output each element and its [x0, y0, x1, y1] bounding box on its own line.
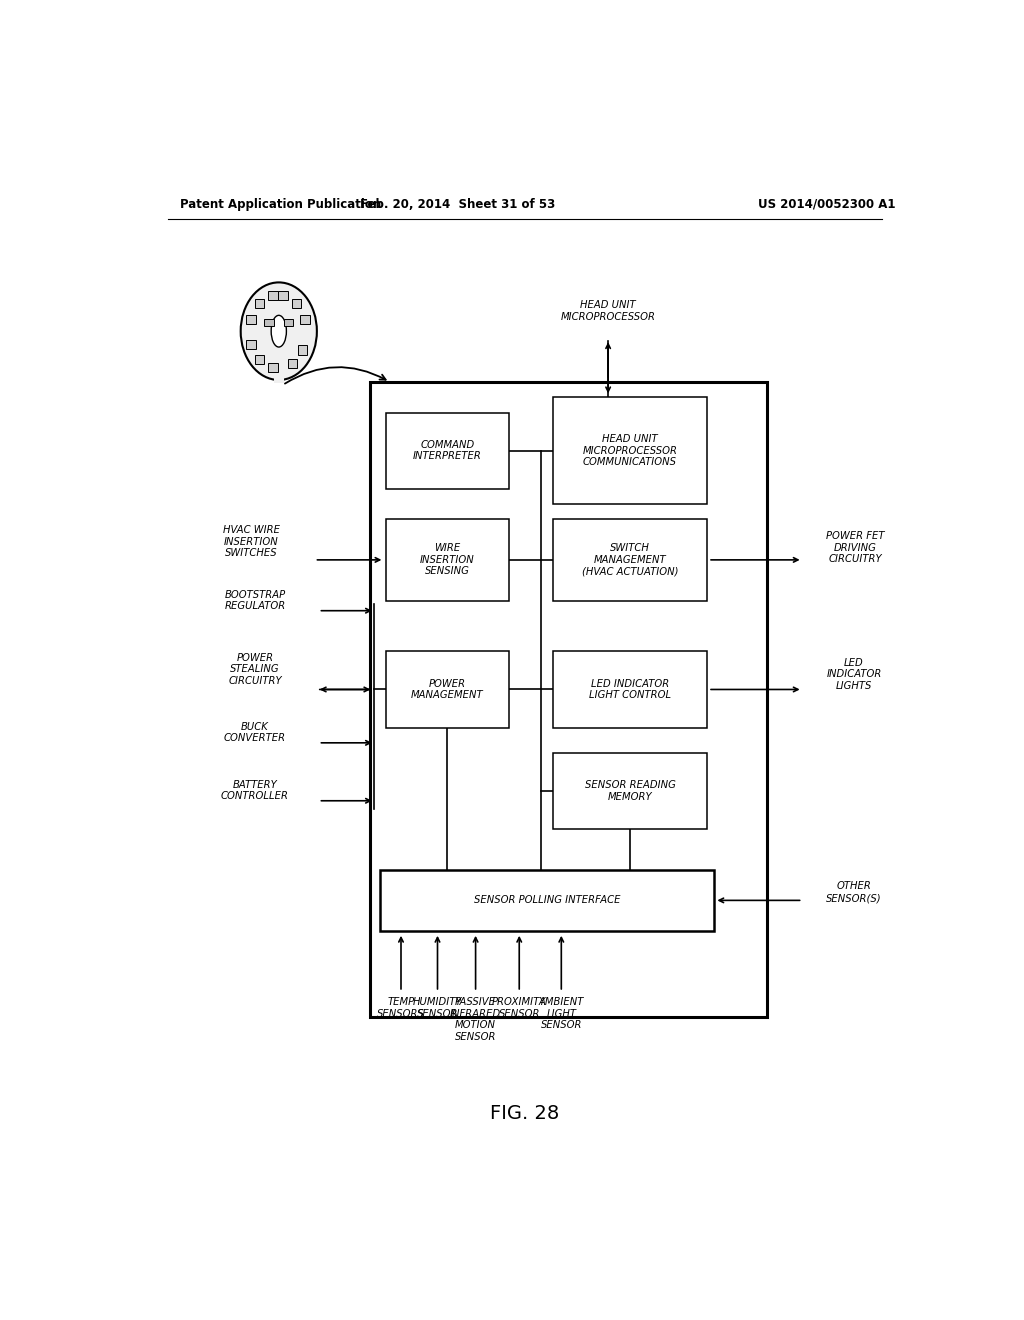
Text: HVAC WIRE
INSERTION
SWITCHES: HVAC WIRE INSERTION SWITCHES [222, 525, 280, 558]
Text: BOOTSTRAP
REGULATOR: BOOTSTRAP REGULATOR [224, 590, 286, 611]
Bar [247, 314, 256, 323]
Text: POWER FET
DRIVING
CIRCUITRY: POWER FET DRIVING CIRCUITRY [826, 531, 885, 564]
Bar [255, 300, 264, 309]
Bar [292, 300, 301, 309]
Bar [288, 359, 297, 368]
Text: POWER
STEALING
CIRCUITRY: POWER STEALING CIRCUITRY [228, 652, 282, 686]
Text: HEAD UNIT
MICROPROCESSOR
COMMUNICATIONS: HEAD UNIT MICROPROCESSOR COMMUNICATIONS [583, 434, 678, 467]
Text: SENSOR READING
MEMORY: SENSOR READING MEMORY [585, 780, 676, 803]
Text: SENSOR POLLING INTERFACE: SENSOR POLLING INTERFACE [474, 895, 621, 906]
Text: HUMIDITY
SENSOR: HUMIDITY SENSOR [413, 997, 462, 1019]
Bar [386, 651, 509, 727]
Text: SWITCH
MANAGEMENT
(HVAC ACTUATION): SWITCH MANAGEMENT (HVAC ACTUATION) [582, 544, 678, 577]
Bar [386, 413, 509, 488]
Bar [284, 319, 293, 326]
Text: FIG. 28: FIG. 28 [490, 1105, 559, 1123]
Bar [268, 292, 278, 300]
Bar [268, 363, 278, 372]
Text: WIRE
INSERTION
SENSING: WIRE INSERTION SENSING [420, 544, 475, 577]
Text: Feb. 20, 2014  Sheet 31 of 53: Feb. 20, 2014 Sheet 31 of 53 [359, 198, 555, 211]
Text: TEMP
SENSORS: TEMP SENSORS [377, 997, 425, 1019]
Text: PASSIVE
INFRARED
MOTION
SENSOR: PASSIVE INFRARED MOTION SENSOR [450, 997, 501, 1041]
Text: BATTERY
CONTROLLER: BATTERY CONTROLLER [221, 780, 289, 801]
Bar [553, 519, 708, 601]
Text: OTHER
SENSOR(S): OTHER SENSOR(S) [826, 882, 882, 903]
Text: Patent Application Publication: Patent Application Publication [179, 198, 381, 211]
Text: LED INDICATOR
LIGHT CONTROL: LED INDICATOR LIGHT CONTROL [589, 678, 671, 701]
Bar [300, 314, 309, 323]
Text: HEAD UNIT
MICROPROCESSOR: HEAD UNIT MICROPROCESSOR [560, 300, 655, 322]
Text: LED
INDICATOR
LIGHTS: LED INDICATOR LIGHTS [826, 657, 882, 690]
Bar [274, 372, 284, 383]
Ellipse shape [271, 315, 287, 347]
Bar [298, 346, 307, 355]
Bar [386, 519, 509, 601]
Text: BUCK
CONVERTER: BUCK CONVERTER [224, 722, 286, 743]
Bar [264, 319, 274, 326]
Text: POWER
MANAGEMENT: POWER MANAGEMENT [411, 678, 483, 701]
Bar [380, 870, 714, 931]
Bar [255, 355, 264, 364]
Text: US 2014/0052300 A1: US 2014/0052300 A1 [758, 198, 895, 211]
Circle shape [241, 282, 316, 380]
Text: COMMAND
INTERPRETER: COMMAND INTERPRETER [413, 440, 482, 462]
Bar [247, 339, 256, 348]
Bar [553, 651, 708, 727]
Text: PROXIMITY
SENSOR: PROXIMITY SENSOR [493, 997, 547, 1019]
Bar [370, 381, 767, 1018]
Bar [279, 292, 288, 300]
Bar [553, 752, 708, 829]
Text: AMBIENT
LIGHT
SENSOR: AMBIENT LIGHT SENSOR [539, 997, 584, 1030]
Bar [553, 397, 708, 504]
